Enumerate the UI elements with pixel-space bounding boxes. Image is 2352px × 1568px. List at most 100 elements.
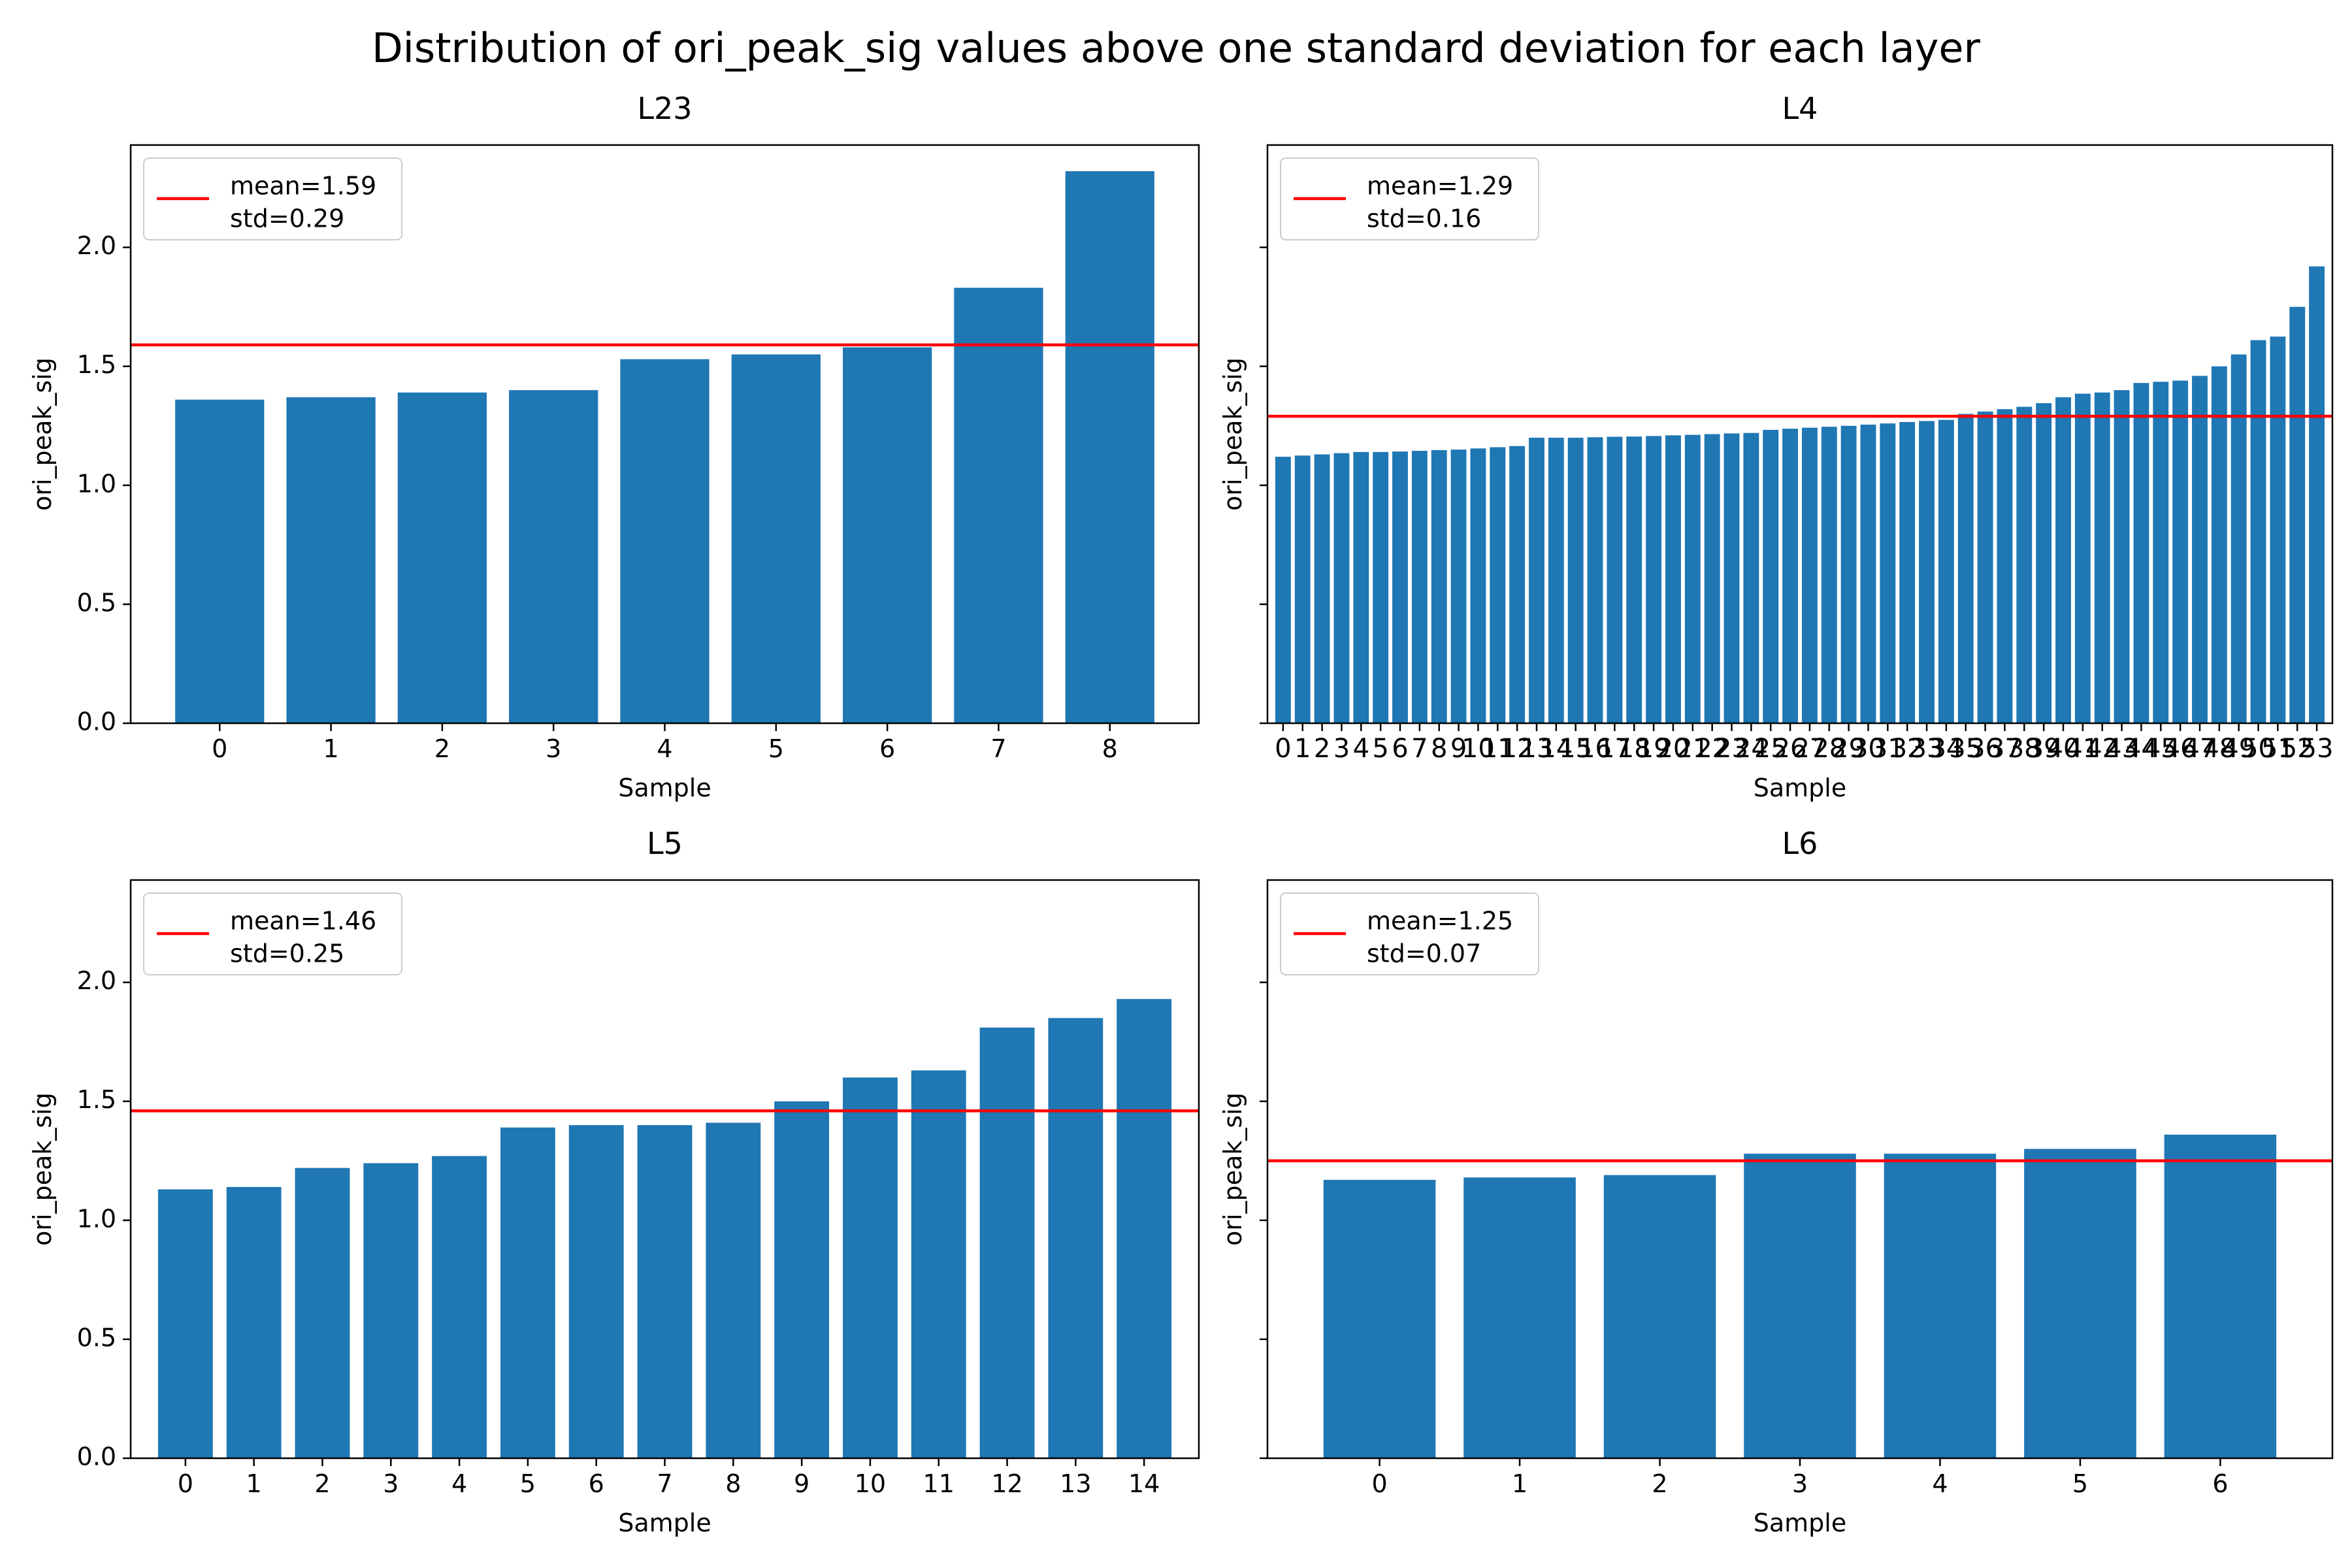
x-tick-label: 47 [2183,734,2217,764]
x-tick-label: 2 [314,1469,330,1498]
x-tick-label: 44 [2125,734,2158,764]
bar [2153,382,2169,723]
x-tick-label: 48 [2202,734,2236,764]
legend-mean-label: mean=1.59 [230,172,376,201]
bar [2114,390,2130,723]
bar [2172,380,2189,723]
x-tick-label: 46 [2164,734,2197,764]
subplot-l4: L40 1 2 3 4 5 6 7 8 91011121314151617181920212223… [1218,91,2334,802]
subplot-l5: L50.00.51.01.52.00 1 2 3 4 5 6 7 8 9 10 11 12 13 14Sam… [28,826,1200,1537]
bar [1275,457,1291,723]
bar [1977,411,1993,723]
bar [509,390,598,723]
x-tick-label: 11 [1481,734,1514,764]
bar [1314,454,1330,723]
bar [1294,455,1311,723]
bar [911,1070,966,1458]
subplot-title: L4 [1782,91,1818,126]
x-tick-label: 2 [434,734,450,763]
x-tick-label: 0 [178,1469,193,1498]
x-tick-label: 0 [1275,734,1291,764]
x-tick-label: 5 [768,734,784,763]
bar [1626,436,1642,723]
legend-box [143,157,402,240]
x-tick-label: 8 [1102,734,1118,763]
x-tick-label: 22 [1695,734,1729,764]
bar [2074,393,2091,723]
x-tick-label: 49 [2222,734,2255,764]
legend: mean=1.25 std=0.07 [1280,892,1539,975]
x-tick-label: 40 [2047,734,2080,764]
y-tick-label: 0.5 [77,588,116,617]
bar [1587,437,1603,723]
x-tick-label: 10 [855,1469,886,1498]
bar [500,1127,555,1458]
legend-std-label: std=0.07 [1367,939,1481,968]
bar [954,287,1043,723]
x-tick-label: 45 [2144,734,2178,764]
x-tick-label: 4 [1353,734,1369,764]
x-tick-label: 7 [657,1469,672,1498]
x-tick-label: 1 [1512,1469,1527,1498]
y-tick-label: 1.5 [77,350,116,379]
bar [1801,427,1818,723]
y-tick-label: 0.0 [77,1443,116,1471]
x-tick-label: 36 [1968,734,2002,764]
y-tick-label: 2.0 [77,231,116,260]
legend: mean=1.29 std=0.16 [1280,157,1539,240]
bar [1603,1175,1716,1458]
x-tick-label: 52 [2281,734,2314,764]
x-tick-label: 7 [990,734,1006,763]
x-tick-label: 35 [1949,734,1982,764]
x-tick-label: 42 [2085,734,2119,764]
bar [1821,427,1837,723]
legend-mean-label: mean=1.29 [1367,172,1513,201]
x-tick-label: 30 [1852,734,1885,764]
x-tick-label: 6 [879,734,895,763]
bar [637,1125,693,1458]
bar [774,1101,830,1458]
bar [1470,448,1486,723]
figure-title: Distribution of ori_peak_sig values abov… [372,24,1981,72]
bar [1860,424,1876,723]
bar [1065,171,1154,723]
x-tick-label: 8 [725,1469,741,1498]
bar [731,354,821,723]
bar [1431,449,1447,723]
x-tick-label: 5 [2072,1469,2088,1498]
x-tick-label: 32 [1891,734,1924,764]
x-tick-label: 8 [1431,734,1447,764]
x-tick-label: 6 [589,1469,604,1498]
x-tick-label: 26 [1774,734,1807,764]
x-tick-label: 50 [2242,734,2275,764]
bar [2309,266,2325,724]
x-tick-label: 10 [1462,734,1495,764]
legend-box [1280,892,1539,975]
x-tick-label: 9 [1450,734,1467,764]
subplot-title: L23 [637,91,692,126]
bar [1548,437,1564,723]
bar [1450,449,1467,723]
x-tick-label: 1 [323,734,338,763]
bar [1392,451,1408,723]
x-axis-label: Sample [618,774,711,802]
subplot-l23: L23 0.0 0.5 1.0 1.5 2.0 0 1 2 3 4 5 6 7 8 Sample ori_pea… [28,91,1200,802]
x-tick-label: 15 [1559,734,1592,764]
bar [1048,1018,1103,1458]
x-tick-label: 3 [546,734,561,763]
x-tick-label: 43 [2105,734,2138,764]
bar [1529,437,1544,723]
x-tick-label: 29 [1832,734,1865,764]
bar [2094,392,2110,723]
bar [1884,1153,1997,1458]
x-tick-label: 6 [1392,734,1408,764]
x-tick-label: 34 [1929,734,1963,764]
bar [2164,1134,2277,1458]
x-tick-label: 1 [246,1469,262,1498]
bar [1463,1177,1576,1458]
bar [1323,1179,1436,1458]
x-tick-label: 53 [2300,734,2334,764]
bar [1684,434,1701,723]
x-tick-label: 39 [2027,734,2061,764]
x-tick-label: 19 [1637,734,1671,764]
